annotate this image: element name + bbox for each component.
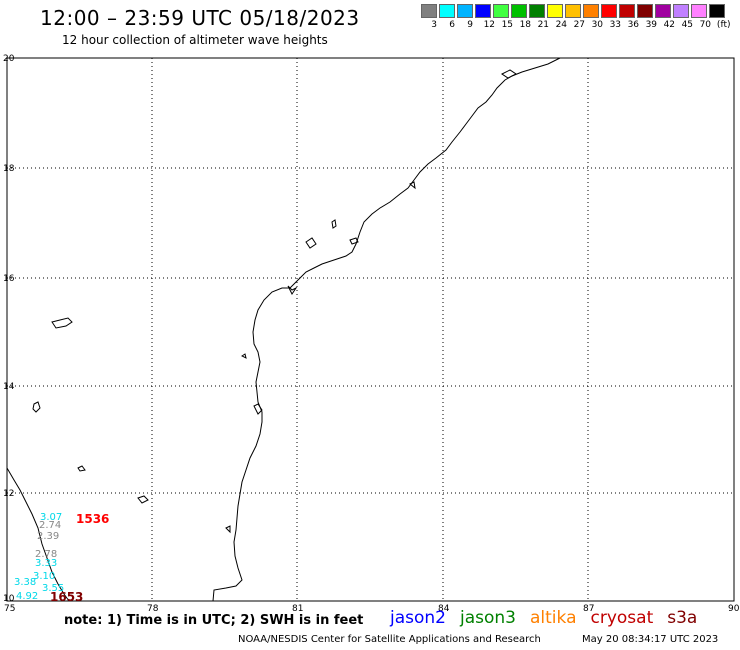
swh-value: 3.07 [40,512,63,523]
lon-tick-label: 90 [728,604,740,614]
color-scale-swatch [493,4,509,18]
color-scale-label: 3 [431,20,438,30]
color-scale-label: 36 [627,20,640,30]
color-scale-swatch [475,4,491,18]
color-scale-label: 12 [483,20,496,30]
color-scale-label: 24 [555,20,568,30]
color-scale-label: 70 [699,20,712,30]
satellite-name-cryosat: cryosat [590,608,654,628]
color-scale-label: 18 [519,20,532,30]
color-scale-label: 45 [681,20,694,30]
color-scale-swatch [421,4,437,18]
lat-tick-label: 20 [3,54,15,64]
satellite-name-jason3: jason3 [460,608,516,628]
swh-value: 2.39 [37,531,60,542]
lat-tick-label: 10 [3,594,15,604]
color-scale-bar [421,4,727,18]
color-scale-swatch [565,4,581,18]
color-scale-label: 9 [467,20,474,30]
footer-note: note: 1) Time is in UTC; 2) SWH is in fe… [64,613,364,628]
color-scale-swatch [547,4,563,18]
lat-tick-label: 12 [3,489,14,499]
color-scale-swatch [709,4,725,18]
swh-value: 3.10 [33,571,56,582]
satellite-legend: jason2 jason3 altika cryosat s3a [390,608,697,628]
color-scale-label: 39 [645,20,658,30]
color-scale-label: 21 [537,20,550,30]
color-scale-swatch [655,4,671,18]
swh-value: 2.78 [35,549,58,560]
credit-line: NOAA/NESDIS Center for Satellite Applica… [238,634,541,645]
lon-tick-label: 78 [147,604,159,614]
color-scale-label: 30 [591,20,604,30]
coastline-west [6,467,70,602]
lat-tick-label: 16 [3,274,15,284]
color-scale-swatch [691,4,707,18]
map-subtitle: 12 hour collection of altimeter wave hei… [62,33,328,47]
lat-tick-labels: 10 12 14 16 18 20 [3,54,15,604]
swh-value: 3.33 [35,558,58,569]
pass-time-label: 1653 [50,590,84,604]
color-scale-swatch [637,4,653,18]
color-scale-swatch [457,4,473,18]
color-scale-label: 33 [609,20,622,30]
coastline-east [212,57,561,602]
color-scale-swatch [439,4,455,18]
color-scale-label: 27 [573,20,586,30]
lat-tick-label: 18 [3,164,15,174]
generated-timestamp: May 20 08:34:17 UTC 2023 [582,634,719,645]
satellite-name-altika: altika [530,608,577,628]
color-scale-label: 42 [663,20,676,30]
map-title: 12:00 – 23:59 UTC 05/18/2023 [40,6,360,30]
lon-tick-label: 81 [292,604,303,614]
lat-gridlines [7,167,734,494]
swh-value: 3.38 [14,577,37,588]
color-scale-label: 6 [449,20,456,30]
lon-tick-label: 87 [583,604,594,614]
color-scale-swatch [583,4,599,18]
color-scale-swatch [673,4,689,18]
color-scale-swatch [529,4,545,18]
pass-time-label: 1536 [76,512,110,526]
swh-value: 4.92 [16,591,39,602]
lon-tick-labels: 75 78 81 84 87 90 [4,604,740,614]
color-scale-swatch [619,4,635,18]
color-scale-swatch [601,4,617,18]
swh-value: 2.74 [39,520,62,531]
color-scale-labels: 3 6 9 12 15 18 21 24 27 30 33 36 39 42 45 70 (ft) [421,20,740,32]
lon-tick-label: 75 [4,604,15,614]
swh-value: 3.55 [42,583,65,594]
color-scale-swatch [511,4,527,18]
lat-tick-label: 14 [3,382,15,392]
lon-tick-label: 84 [438,604,450,614]
map-frame [6,57,735,602]
islands [32,69,517,534]
color-scale-label: (ft) [716,20,731,30]
lon-gridlines [151,58,589,601]
color-scale-label: 15 [501,20,514,30]
satellite-name-s3a: s3a [667,608,698,628]
satellite-name-jason2: jason2 [390,608,446,628]
